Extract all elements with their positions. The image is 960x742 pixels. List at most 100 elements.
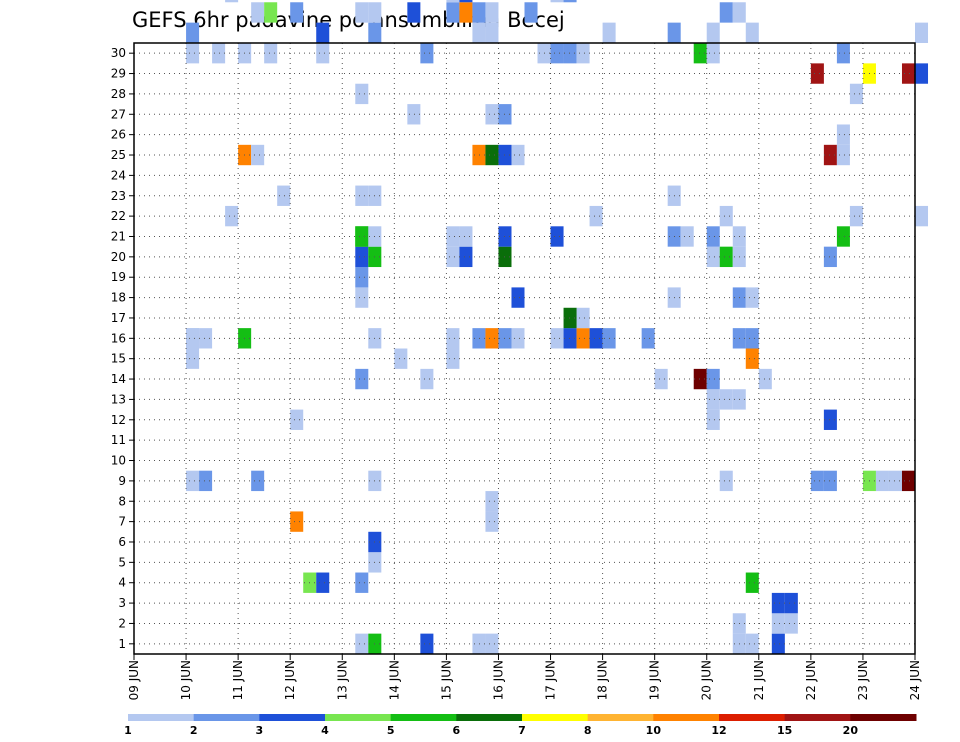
precip-cell (225, 205, 239, 227)
precip-cell (576, 43, 590, 64)
precip-cell (771, 633, 785, 654)
y-tick-label: 21 (111, 229, 126, 243)
precip-cell (836, 144, 850, 166)
precip-cell (511, 287, 525, 308)
y-tick-label: 8 (118, 494, 126, 508)
legend-label: 2 (190, 724, 198, 737)
precip-cell (355, 572, 369, 593)
precip-cell (212, 43, 226, 64)
precip-cell (355, 2, 369, 23)
precip-cell (225, 0, 239, 3)
precip-cell (355, 226, 369, 247)
precip-cell (758, 368, 772, 390)
precip-cell (277, 185, 291, 206)
precip-cell (563, 0, 577, 3)
legend-swatch (522, 714, 589, 721)
x-tick-label: 17 JUN (544, 660, 558, 700)
y-tick-label: 6 (118, 535, 126, 549)
precip-cell (485, 22, 499, 43)
y-tick-label: 20 (111, 250, 126, 264)
precip-cell (836, 124, 850, 145)
precip-cell (472, 22, 486, 43)
x-tick-label: 21 JUN (752, 660, 766, 700)
precip-cell (446, 2, 460, 23)
legend-label: 7 (518, 724, 526, 737)
y-tick-label: 29 (111, 67, 126, 81)
color-legend: 1 2 3 4 5 6 7 8 10 12 15 20 (124, 714, 917, 737)
precip-cell (485, 144, 499, 166)
y-tick-label: 14 (111, 372, 126, 386)
precip-cell (472, 328, 486, 349)
precip-cell (550, 0, 564, 3)
x-tick-label: 09 JUN (127, 660, 141, 700)
precip-cell (888, 470, 902, 492)
precip-cells (186, 0, 929, 654)
legend-label: 4 (321, 724, 329, 737)
precip-cell (459, 226, 473, 247)
precip-cell (706, 246, 720, 268)
precip-cell (745, 572, 759, 593)
precip-cell (199, 328, 213, 349)
precip-cell (186, 22, 200, 43)
legend-label: 8 (584, 724, 592, 737)
legend-swatch (784, 714, 851, 721)
precip-cell (719, 2, 733, 23)
x-tick-label: 16 JUN (491, 660, 505, 700)
precip-cell (394, 348, 408, 369)
precip-cell (563, 43, 577, 64)
precip-cell (264, 43, 278, 64)
precip-cell (446, 0, 460, 3)
precip-cell (485, 491, 499, 512)
x-axis: 09 JUN 10 JUN 11 JUN 12 JUN 13 JUN 14 JUN 15 J… (127, 654, 922, 700)
x-tick-label: 14 JUN (387, 660, 401, 700)
x-tick-label: 15 JUN (439, 660, 453, 700)
precip-cell (901, 470, 915, 492)
legend-label: 1 (124, 724, 132, 737)
precip-cell (706, 409, 720, 430)
precip-cell (186, 470, 200, 492)
legend-swatch (719, 714, 786, 721)
y-tick-label: 11 (111, 433, 126, 447)
precip-cell (420, 633, 434, 654)
precip-cell (654, 368, 668, 390)
precip-cell (485, 633, 499, 654)
precip-cell (355, 267, 369, 288)
precip-cell (732, 2, 746, 23)
precip-cell (771, 592, 785, 614)
precip-cell (550, 226, 564, 247)
precip-cell (485, 2, 499, 23)
precip-cell (251, 470, 265, 492)
plot-frame (133, 42, 916, 655)
precip-cell (420, 368, 434, 390)
precip-cell (706, 389, 720, 410)
precip-cell (355, 287, 369, 308)
precip-cell (745, 328, 759, 349)
precip-cell (784, 613, 798, 634)
precip-cell (290, 2, 304, 23)
x-tick-label: 13 JUN (335, 660, 349, 700)
precip-cell (368, 2, 382, 23)
x-tick-label: 11 JUN (231, 660, 245, 700)
x-tick-label: 19 JUN (648, 660, 662, 700)
precip-cell (810, 63, 824, 84)
precip-cell (719, 205, 733, 227)
precip-cell (576, 328, 590, 349)
x-tick-label: 20 JUN (700, 660, 714, 700)
precip-cell (446, 226, 460, 247)
legend-swatch (653, 714, 720, 721)
precip-cell (745, 348, 759, 369)
precip-cell (823, 409, 837, 430)
precip-cell (823, 470, 837, 492)
precip-cell (199, 470, 213, 492)
precip-cell (407, 2, 421, 23)
precip-cell (511, 144, 525, 166)
precip-cell (719, 470, 733, 492)
legend-swatch (325, 714, 392, 721)
precip-cell (550, 43, 564, 64)
precip-cell (459, 0, 473, 3)
precip-cell (915, 205, 929, 227)
precip-cell (355, 83, 369, 105)
precip-cell (459, 2, 473, 23)
precip-cell (836, 226, 850, 247)
